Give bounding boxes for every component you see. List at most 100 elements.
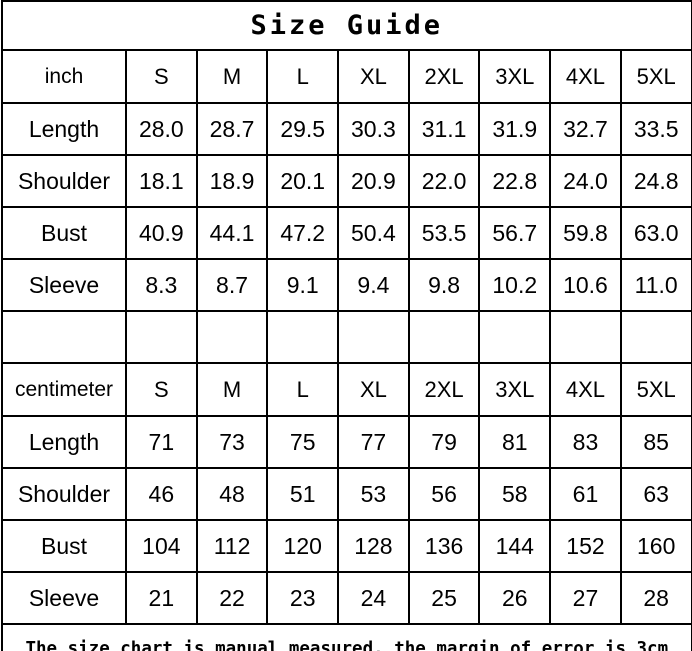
cell-inch-sleeve-m: 8.7 xyxy=(195,258,269,312)
row-label-sleeve: Sleeve xyxy=(1,258,127,312)
cell-cm-sleeve-4xl: 27 xyxy=(549,571,622,625)
cm-size-header-4xl: 4XL xyxy=(549,362,622,417)
cell-cm-shoulder-5xl: 63 xyxy=(619,467,692,521)
cell-inch-bust-4xl: 59.8 xyxy=(549,206,622,260)
cell-cm-length-m: 73 xyxy=(195,415,269,469)
cell-cm-bust-xl: 128 xyxy=(337,519,410,573)
cell-cm-shoulder-s: 46 xyxy=(125,467,198,521)
cell-inch-sleeve-5xl: 11.0 xyxy=(619,258,692,312)
table-row: Sleeve 21 22 23 24 25 26 27 28 xyxy=(1,571,692,625)
cell-cm-bust-3xl: 144 xyxy=(478,519,552,573)
spacer-cell xyxy=(478,310,552,364)
table-spacer-row xyxy=(1,310,692,364)
table-row: Length 28.0 28.7 29.5 30.3 31.1 31.9 32.… xyxy=(1,102,692,156)
spacer-cell xyxy=(549,310,622,364)
row-label-length: Length xyxy=(1,415,127,469)
spacer-cell xyxy=(195,310,269,364)
cell-inch-sleeve-3xl: 10.2 xyxy=(478,258,552,312)
cell-cm-length-s: 71 xyxy=(125,415,198,469)
cell-cm-length-xl: 77 xyxy=(337,415,410,469)
inch-size-header-m: M xyxy=(195,49,269,104)
cell-inch-sleeve-xl: 9.4 xyxy=(337,258,410,312)
cell-inch-bust-2xl: 53.5 xyxy=(407,206,481,260)
inch-size-header-4xl: 4XL xyxy=(549,49,622,104)
inch-size-header-xl: XL xyxy=(337,49,410,104)
cell-inch-shoulder-3xl: 22.8 xyxy=(478,154,552,208)
cell-cm-shoulder-m: 48 xyxy=(195,467,269,521)
page-title: Size Guide xyxy=(1,0,692,51)
cell-inch-bust-3xl: 56.7 xyxy=(478,206,552,260)
cell-inch-shoulder-s: 18.1 xyxy=(125,154,198,208)
cell-inch-shoulder-m: 18.9 xyxy=(195,154,269,208)
spacer-cell xyxy=(266,310,340,364)
spacer-cell xyxy=(1,310,127,364)
cell-cm-sleeve-s: 21 xyxy=(125,571,198,625)
inch-size-header-s: S xyxy=(125,49,198,104)
inch-unit-label: inch xyxy=(1,49,127,104)
cell-inch-sleeve-l: 9.1 xyxy=(266,258,340,312)
cm-size-header-2xl: 2XL xyxy=(407,362,481,417)
cell-cm-length-3xl: 81 xyxy=(478,415,552,469)
cell-inch-shoulder-2xl: 22.0 xyxy=(407,154,481,208)
cell-inch-sleeve-2xl: 9.8 xyxy=(407,258,481,312)
cell-inch-length-l: 29.5 xyxy=(266,102,340,156)
row-label-bust: Bust xyxy=(1,519,127,573)
spacer-cell xyxy=(407,310,481,364)
centimeter-unit-label: centimeter xyxy=(1,362,127,417)
cell-inch-bust-m: 44.1 xyxy=(195,206,269,260)
cell-inch-length-2xl: 31.1 xyxy=(407,102,481,156)
cm-size-header-xl: XL xyxy=(337,362,410,417)
table-row: Length 71 73 75 77 79 81 83 85 xyxy=(1,415,692,469)
cell-cm-bust-l: 120 xyxy=(266,519,340,573)
row-label-length: Length xyxy=(1,102,127,156)
cell-inch-sleeve-4xl: 10.6 xyxy=(549,258,622,312)
cell-cm-shoulder-2xl: 56 xyxy=(407,467,481,521)
table-row: Sleeve 8.3 8.7 9.1 9.4 9.8 10.2 10.6 11.… xyxy=(1,258,692,312)
cell-inch-bust-s: 40.9 xyxy=(125,206,198,260)
cell-cm-bust-s: 104 xyxy=(125,519,198,573)
cell-cm-sleeve-m: 22 xyxy=(195,571,269,625)
cell-inch-length-4xl: 32.7 xyxy=(549,102,622,156)
row-label-bust: Bust xyxy=(1,206,127,260)
cell-inch-length-5xl: 33.5 xyxy=(619,102,692,156)
cell-inch-shoulder-4xl: 24.0 xyxy=(549,154,622,208)
cell-inch-length-m: 28.7 xyxy=(195,102,269,156)
row-label-shoulder: Shoulder xyxy=(1,154,127,208)
cell-inch-shoulder-5xl: 24.8 xyxy=(619,154,692,208)
cell-inch-bust-l: 47.2 xyxy=(266,206,340,260)
cell-cm-shoulder-l: 51 xyxy=(266,467,340,521)
cell-inch-bust-xl: 50.4 xyxy=(337,206,410,260)
cell-cm-sleeve-5xl: 28 xyxy=(619,571,692,625)
cell-cm-length-5xl: 85 xyxy=(619,415,692,469)
cell-inch-sleeve-s: 8.3 xyxy=(125,258,198,312)
title-row: Size Guide xyxy=(1,0,692,51)
cell-inch-length-xl: 30.3 xyxy=(337,102,410,156)
cell-inch-shoulder-l: 20.1 xyxy=(266,154,340,208)
cell-inch-bust-5xl: 63.0 xyxy=(619,206,692,260)
cell-cm-bust-5xl: 160 xyxy=(619,519,692,573)
spacer-cell xyxy=(337,310,410,364)
cell-inch-shoulder-xl: 20.9 xyxy=(337,154,410,208)
centimeter-header-row: centimeter S M L XL 2XL 3XL 4XL 5XL xyxy=(1,362,692,417)
spacer-cell xyxy=(619,310,692,364)
inch-size-header-2xl: 2XL xyxy=(407,49,481,104)
cell-cm-shoulder-4xl: 61 xyxy=(549,467,622,521)
cell-cm-bust-2xl: 136 xyxy=(407,519,481,573)
inch-size-header-3xl: 3XL xyxy=(478,49,552,104)
table-row: Bust 104 112 120 128 136 144 152 160 xyxy=(1,519,692,573)
cell-cm-length-4xl: 83 xyxy=(549,415,622,469)
measurement-disclaimer: The size chart is manual measured, the m… xyxy=(1,623,692,651)
cell-cm-sleeve-3xl: 26 xyxy=(478,571,552,625)
cell-cm-shoulder-3xl: 58 xyxy=(478,467,552,521)
row-label-sleeve: Sleeve xyxy=(1,571,127,625)
row-label-shoulder: Shoulder xyxy=(1,467,127,521)
spacer-cell xyxy=(125,310,198,364)
cell-cm-bust-4xl: 152 xyxy=(549,519,622,573)
cm-size-header-5xl: 5XL xyxy=(619,362,692,417)
cell-cm-bust-m: 112 xyxy=(195,519,269,573)
cell-cm-sleeve-2xl: 25 xyxy=(407,571,481,625)
table-row: Shoulder 46 48 51 53 56 58 61 63 xyxy=(1,467,692,521)
cm-size-header-m: M xyxy=(195,362,269,417)
